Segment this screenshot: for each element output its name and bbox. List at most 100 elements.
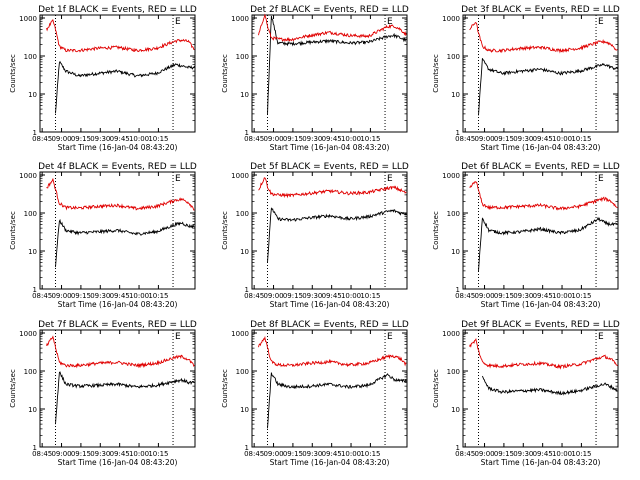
plot-frame (462, 329, 619, 448)
x-tick-label: 09:45 (533, 292, 553, 300)
y-axis-label: Counts/sec (432, 54, 440, 93)
y-tick-label: 100 (24, 210, 37, 218)
y-tick-label: 1000 (442, 172, 460, 180)
x-axis-label: Start Time (16-Jan-04 08:43:20) (58, 300, 178, 309)
plot-frame (462, 171, 619, 290)
x-axis-label: Start Time (16-Jan-04 08:43:20) (58, 458, 178, 467)
y-tick-label: 1000 (231, 330, 249, 338)
x-tick-label: 10:15 (360, 292, 380, 300)
x-tick-label: 09:15 (71, 135, 91, 143)
series-lld-line (469, 22, 618, 54)
series-lld-line (46, 335, 195, 369)
plot-frame (251, 14, 408, 133)
panel-det-2: Det 2f BLACK = Events, RED = LLD 1 10 100 10… (221, 5, 409, 152)
x-tick-label: 09:30 (513, 450, 533, 458)
e-marker: E (598, 174, 604, 184)
series-events-line (55, 371, 195, 425)
x-tick-label: 09:45 (322, 450, 342, 458)
series-events-line (481, 375, 618, 396)
x-tick-label: 10:15 (360, 450, 380, 458)
y-tick-label: 1 (245, 286, 249, 294)
y-tick-label: 100 (236, 368, 249, 376)
y-tick-label: 1000 (442, 330, 460, 338)
x-tick-label: 09:15 (494, 135, 514, 143)
y-tick-label: 100 (24, 53, 37, 61)
series-events-line (267, 15, 407, 116)
x-tick-label: 10:00 (552, 292, 572, 300)
x-tick-label: 09:00 (51, 450, 71, 458)
x-tick-label: 10:00 (129, 450, 149, 458)
e-marker: E (598, 332, 604, 342)
x-tick-label: 09:30 (302, 450, 322, 458)
y-tick-label: 10 (28, 406, 37, 414)
series-lld-line (46, 19, 195, 53)
y-tick-label: 1 (456, 129, 460, 137)
y-tick-label: 1 (33, 129, 37, 137)
e-marker: E (387, 332, 393, 342)
x-tick-label: 09:45 (533, 135, 553, 143)
y-axis-label: Counts/sec (432, 211, 440, 250)
panel-title: Det 1f BLACK = Events, RED = LLD (38, 5, 197, 15)
x-axis-label: Start Time (16-Jan-04 08:43:20) (481, 300, 601, 309)
y-tick-label: 1000 (231, 172, 249, 180)
panel-title: Det 5f BLACK = Events, RED = LLD (250, 162, 409, 172)
y-axis-label: Counts/sec (9, 54, 17, 93)
e-marker: E (387, 17, 393, 27)
x-tick-label: 10:15 (148, 135, 168, 143)
x-tick-label: 08:45 (455, 292, 475, 300)
x-tick-label: 09:45 (110, 292, 130, 300)
y-tick-label: 1 (456, 286, 460, 294)
x-tick-label: 09:30 (513, 135, 533, 143)
x-tick-label: 09:15 (283, 450, 303, 458)
y-axis-label: Counts/sec (221, 211, 229, 250)
x-tick-label: 09:15 (71, 450, 91, 458)
panel-det-8: Det 8f BLACK = Events, RED = LLD 1 10 100 10… (221, 320, 409, 467)
x-axis-label: Start Time (16-Jan-04 08:43:20) (270, 143, 390, 152)
x-tick-label: 09:00 (263, 450, 283, 458)
y-axis-label: Counts/sec (432, 369, 440, 408)
x-tick-label: 08:45 (32, 450, 52, 458)
x-tick-label: 09:00 (474, 292, 494, 300)
y-tick-label: 1 (33, 444, 37, 452)
plot-frame (39, 329, 196, 448)
x-axis-label: Start Time (16-Jan-04 08:43:20) (481, 458, 601, 467)
y-tick-label: 1000 (231, 15, 249, 23)
x-tick-label: 09:15 (494, 450, 514, 458)
y-tick-label: 100 (447, 53, 460, 61)
y-axis-label: Counts/sec (221, 369, 229, 408)
series-events-line (478, 58, 618, 116)
y-tick-label: 10 (451, 91, 460, 99)
x-axis-label: Start Time (16-Jan-04 08:43:20) (270, 300, 390, 309)
x-tick-label: 09:00 (51, 135, 71, 143)
x-tick-label: 09:00 (263, 135, 283, 143)
x-tick-label: 08:45 (244, 450, 264, 458)
x-tick-label: 08:45 (32, 135, 52, 143)
x-tick-label: 09:15 (283, 292, 303, 300)
y-tick-label: 1 (33, 286, 37, 294)
series-lld-line (258, 177, 407, 199)
series-lld-line (258, 13, 407, 43)
y-tick-label: 10 (240, 248, 249, 256)
y-tick-label: 1 (245, 444, 249, 452)
e-marker: E (175, 174, 181, 184)
y-tick-label: 1000 (19, 330, 37, 338)
y-tick-label: 10 (451, 406, 460, 414)
y-tick-label: 100 (447, 210, 460, 218)
x-axis-label: Start Time (16-Jan-04 08:43:20) (58, 143, 178, 152)
series-events-line (55, 60, 195, 114)
y-tick-label: 10 (451, 248, 460, 256)
x-tick-label: 10:00 (341, 450, 361, 458)
panel-det-3: Det 3f BLACK = Events, RED = LLD 1 10 100 10… (432, 5, 620, 152)
e-marker: E (598, 17, 604, 27)
x-tick-label: 09:00 (474, 135, 494, 143)
x-tick-label: 09:30 (513, 292, 533, 300)
series-events-line (267, 207, 407, 263)
y-axis-label: Counts/sec (9, 211, 17, 250)
x-axis-label: Start Time (16-Jan-04 08:43:20) (270, 458, 390, 467)
x-tick-label: 10:15 (360, 135, 380, 143)
x-tick-label: 10:15 (571, 135, 591, 143)
panel-title: Det 4f BLACK = Events, RED = LLD (38, 162, 197, 172)
panel-title: Det 6f BLACK = Events, RED = LLD (461, 162, 620, 172)
series-events-line (267, 372, 407, 429)
panel-title: Det 7f BLACK = Events, RED = LLD (38, 320, 197, 330)
